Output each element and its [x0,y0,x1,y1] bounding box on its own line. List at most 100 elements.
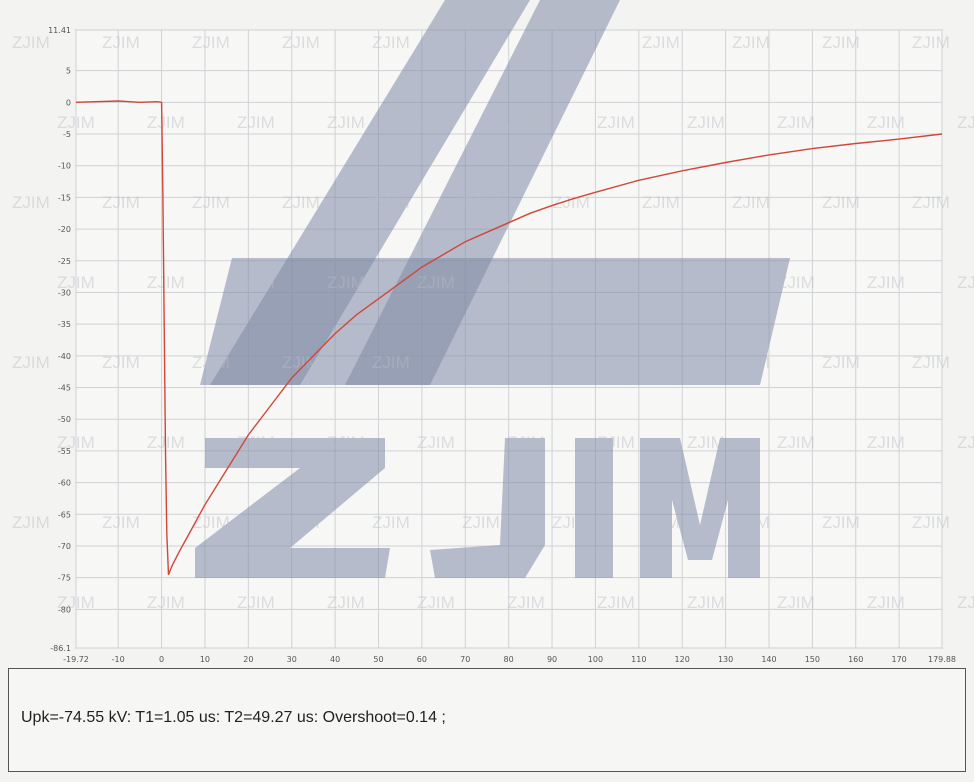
y-tick-label: -75 [58,574,71,583]
zjim-watermark-text: ZJIM [237,433,275,452]
zjim-watermark-text: ZJIM [327,593,365,612]
x-tick-label: 110 [631,655,646,664]
y-tick-label: -25 [58,257,71,266]
zjim-watermark-text: ZJIM [417,273,455,292]
zjim-watermark-text: ZJIM [282,353,320,372]
zjim-watermark-text: ZJIM [192,513,230,532]
zjim-watermark-text: ZJIM [12,513,50,532]
zjim-watermark-text: ZJIM [912,33,950,52]
x-tick-label: -19.72 [63,655,89,664]
x-tick-label: 120 [675,655,690,664]
x-tick-label: 40 [330,655,340,664]
zjim-watermark-text: ZJIM [102,513,140,532]
x-tick-label: 60 [417,655,427,664]
zjim-watermark-text: ZJIM [822,193,860,212]
zjim-watermark-text: ZJIM [552,353,590,372]
zjim-watermark-text: ZJIM [957,433,974,452]
zjim-watermark-text: ZJIM [912,353,950,372]
x-tick-label: 130 [718,655,733,664]
tick-layer: -19.72 -10 0 10 20 30 40 50 60 70 80 90 100 110 120 130… [48,26,956,664]
zjim-watermark-text: ZJIM [417,433,455,452]
zjim-watermark-text: ZJIM [147,113,185,132]
zjim-watermark-text: ZJIM [462,193,500,212]
zjim-watermark-text: ZJIM [687,273,725,292]
zjim-watermark-text: ZJIM [372,353,410,372]
y-tick-label: -65 [58,510,71,519]
voltage-trace [75,100,943,576]
zjim-watermark-text: ZJIM [597,433,635,452]
chart-svg: ZJIM ZJIM ZJIM ZJIM ZJIM ZJIM ZJIM ZJIM ZJIM ZJIM… [12,0,974,664]
y-tick-label: -35 [58,320,71,329]
zjim-watermark-text: ZJIM [642,193,680,212]
zjim-watermark-text: ZJIM [12,353,50,372]
waveform-chart: ZJIM ZJIM ZJIM ZJIM ZJIM ZJIM ZJIM ZJIM ZJIM ZJIM… [12,0,974,664]
y-tick-label: -70 [58,542,71,551]
zjim-watermark-text: ZJIM [327,433,365,452]
zjim-watermark-text: ZJIM [57,593,95,612]
y-tick-label: -30 [58,288,71,297]
y-tick-label: -5 [63,130,71,139]
x-tick-label: 170 [891,655,906,664]
zjim-watermark-text: ZJIM [597,273,635,292]
x-tick-label: 30 [287,655,297,664]
x-tick-label: 0 [159,655,164,664]
y-tick-label: -86.1 [50,644,71,653]
zjim-watermark-text: ZJIM [327,273,365,292]
zjim-watermark-text: ZJIM [507,273,545,292]
zjim-watermark-text: ZJIM [102,193,140,212]
zjim-watermark-text: ZJIM [867,273,905,292]
status-panel: Upk=-74.55 kV: T1=1.05 us: T2=49.27 us: … [8,668,966,772]
y-tick-label: -45 [58,384,71,393]
x-tick-label: 100 [588,655,603,664]
y-tick-label: -60 [58,479,71,488]
y-tick-label: -15 [58,193,71,202]
zjim-watermark-text: ZJIM [552,193,590,212]
zjim-watermark-text: ZJIM [372,33,410,52]
y-tick-label: -20 [58,225,71,234]
y-tick-label: -10 [58,162,71,171]
zjim-watermark-text: ZJIM [867,593,905,612]
x-tick-label: 70 [460,655,470,664]
zjim-watermark-text: ZJIM [912,513,950,532]
zjim-watermark-text: ZJIM [777,113,815,132]
zjim-watermark-text: ZJIM [57,433,95,452]
zjim-watermark-text: ZJIM [912,193,950,212]
zjim-watermark-text: ZJIM [12,193,50,212]
zjim-watermark-text: ZJIM [642,33,680,52]
zjim-watermark-text: ZJIM [147,273,185,292]
zjim-watermark-text: ZJIM [462,353,500,372]
x-tick-label: 90 [547,655,557,664]
zjim-watermark-text: ZJIM [192,353,230,372]
x-tick-label: -10 [112,655,125,664]
zjim-watermark-text: ZJIM [372,513,410,532]
zjim-watermark-text: ZJIM [687,113,725,132]
zjim-watermark-text: ZJIM [867,113,905,132]
x-tick-label: 20 [243,655,253,664]
zjim-watermark-text: ZJIM [957,593,974,612]
x-tick-label: 150 [805,655,820,664]
zjim-watermark-text: ZJIM [957,113,974,132]
zjim-watermark-text: ZJIM [732,33,770,52]
y-tick-label: -55 [58,447,71,456]
zjim-watermark-text: ZJIM [642,513,680,532]
zjim-watermark-text: ZJIM [462,513,500,532]
zjim-watermark-text: ZJIM [777,433,815,452]
zjim-watermark-text: ZJIM [102,353,140,372]
zjim-watermark-text: ZJIM [597,113,635,132]
zjim-watermark-text: ZJIM [822,33,860,52]
zjim-watermark-text: ZJIM [57,113,95,132]
watermark-text-layer: ZJIM ZJIM ZJIM ZJIM ZJIM ZJIM ZJIM ZJIM ZJIM ZJIM… [12,33,974,612]
zjim-watermark-text: ZJIM [867,433,905,452]
zjim-watermark-text: ZJIM [552,33,590,52]
zjim-watermark-text: ZJIM [282,513,320,532]
zjim-watermark-text: ZJIM [12,33,50,52]
x-tick-label: 160 [848,655,863,664]
x-tick-label: 140 [761,655,776,664]
zjim-watermark-text: ZJIM [102,33,140,52]
zjim-watermark-text: ZJIM [147,593,185,612]
y-tick-label: 0 [66,98,71,107]
zjim-watermark-text: ZJIM [372,193,410,212]
zjim-watermark-text: ZJIM [957,273,974,292]
zjim-watermark-text: ZJIM [282,193,320,212]
zjim-watermark-text: ZJIM [282,33,320,52]
